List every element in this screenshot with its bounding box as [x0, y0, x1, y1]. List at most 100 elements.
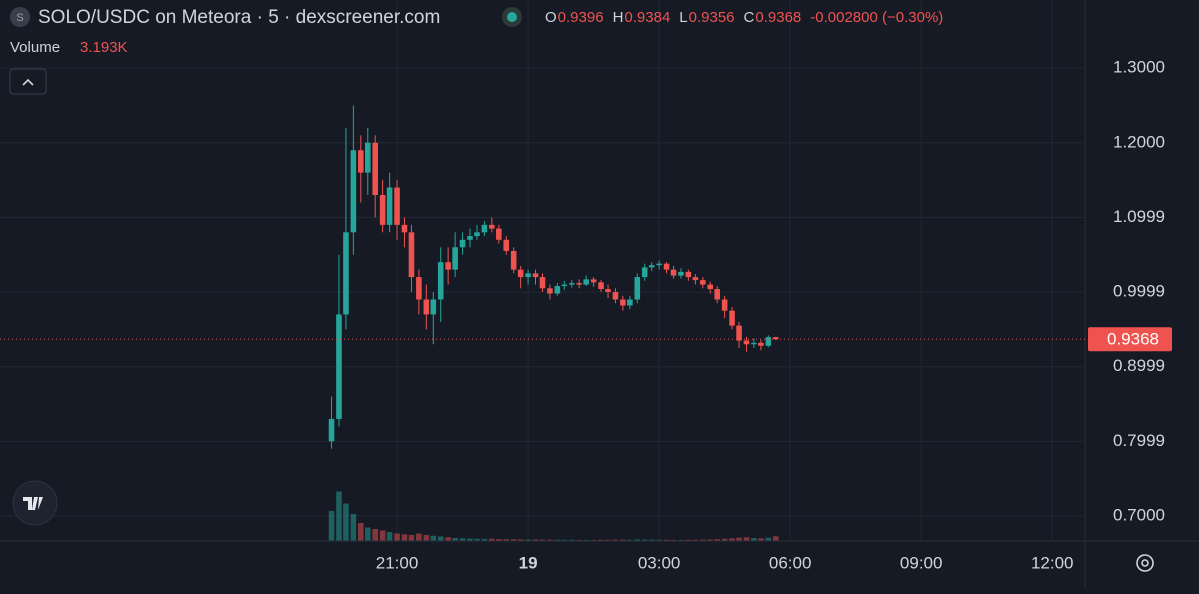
symbol-title: SOLO/USDC on Meteora · 5 · dexscreener.c…: [38, 7, 440, 28]
candle-body: [707, 284, 714, 290]
volume-bar: [670, 539, 677, 541]
candle-body: [503, 239, 510, 251]
candle-body: [517, 269, 524, 278]
volume-bar: [751, 538, 757, 541]
volume-bar: [576, 539, 582, 541]
y-tick-label: 1.3000: [1113, 58, 1165, 77]
settings[interactable]: [1136, 554, 1154, 572]
candle-body: [590, 279, 597, 283]
volume-bar: [445, 537, 451, 541]
candle-body: [416, 277, 422, 300]
volume-bar: [707, 539, 714, 541]
volume-bar: [401, 534, 408, 541]
volume-bar: [452, 538, 458, 541]
volume-bar: [336, 491, 342, 541]
volume-bar: [641, 539, 648, 541]
candle-body: [758, 342, 764, 346]
candle-body: [430, 299, 437, 315]
candle-body: [568, 283, 575, 285]
volume-bar: [364, 527, 371, 541]
candle-body: [379, 195, 386, 225]
symbol-icon-text: S: [16, 12, 23, 24]
volume-bar: [648, 539, 655, 541]
volume-bar: [568, 539, 575, 541]
candle-body: [641, 267, 648, 278]
volume-bar: [430, 535, 437, 541]
volume-bar: [386, 532, 393, 541]
candle-body: [714, 289, 721, 300]
candle-body: [547, 288, 553, 294]
candle-body: [445, 262, 451, 270]
candle-body: [700, 280, 706, 285]
candle-body: [583, 279, 589, 285]
volume-bar: [394, 533, 400, 541]
volume-bar: [663, 539, 670, 541]
volume-bar: [743, 537, 750, 541]
tv-logo-icon: [23, 497, 43, 510]
volume-bar: [350, 514, 357, 541]
candle-body: [670, 269, 677, 276]
candle-body: [539, 277, 546, 289]
volume-bar: [721, 538, 728, 541]
candle-body: [496, 228, 502, 240]
candles: [328, 105, 779, 449]
volume-bar: [343, 503, 349, 541]
ohlc-value: 0.9356: [689, 9, 735, 26]
candle-body: [685, 271, 692, 278]
volume-bar: [481, 538, 488, 541]
candle-body: [467, 236, 473, 240]
volume-bar: [620, 539, 626, 541]
volume-bar: [372, 529, 378, 541]
candle-body: [656, 263, 662, 266]
candle-body: [721, 299, 728, 311]
candle-body: [634, 277, 641, 300]
volume-bar: [634, 539, 641, 541]
axes: 1.3000 1.2000 1.0999 0.9999 0.8999 0.7999 0.70…: [0, 58, 1172, 572]
collapse-button[interactable]: [9, 68, 47, 95]
volume-bar: [729, 538, 735, 541]
candle-body: [401, 224, 408, 233]
y-tick-label: 0.9999: [1113, 282, 1165, 301]
candle-body: [386, 187, 393, 225]
candle-body: [598, 282, 604, 290]
settings-icon: [1136, 554, 1154, 572]
candle-body: [423, 299, 430, 315]
collapse-icon: [22, 78, 34, 86]
candle-body: [489, 224, 495, 229]
last-price-badge: [1088, 327, 1172, 352]
candle-body: [772, 337, 779, 340]
ohlc: O 0.9396 H 0.9384 L 0.9356 C 0.9368 -0.002800 (−…: [545, 9, 943, 26]
y-tick-label: 1.0999: [1113, 207, 1165, 226]
ohlc-value: 0.9384: [624, 9, 670, 26]
candle-body: [620, 299, 626, 306]
x-tick-label: 12:00: [1031, 553, 1074, 572]
candle-body: [459, 239, 466, 248]
candle-body: [729, 310, 735, 326]
volume-bar: [765, 537, 772, 541]
candle-body: [372, 142, 378, 196]
volume-bar: [685, 539, 692, 541]
last-price-label: 0.9368: [1107, 330, 1159, 349]
y-tick-label: 1.2000: [1113, 132, 1165, 151]
volume-bar: [554, 539, 561, 541]
volume: [328, 491, 779, 541]
candle-body: [328, 418, 335, 442]
volume-bar: [510, 539, 517, 541]
volume-bar: [772, 536, 779, 541]
volume-bar: [489, 538, 495, 541]
volume-bar: [561, 539, 568, 541]
volume-bar: [517, 539, 524, 541]
ohlc-key: H: [613, 9, 624, 26]
volume-bar: [539, 539, 546, 541]
candle-body: [736, 325, 742, 341]
candle-body: [692, 277, 699, 281]
candle-body: [336, 314, 342, 419]
candle-body: [474, 232, 480, 237]
candle-body: [350, 150, 357, 233]
volume-title: Volume: [10, 39, 60, 56]
candle-body: [605, 289, 611, 293]
candle-body: [678, 271, 684, 276]
candle-body: [751, 342, 757, 345]
